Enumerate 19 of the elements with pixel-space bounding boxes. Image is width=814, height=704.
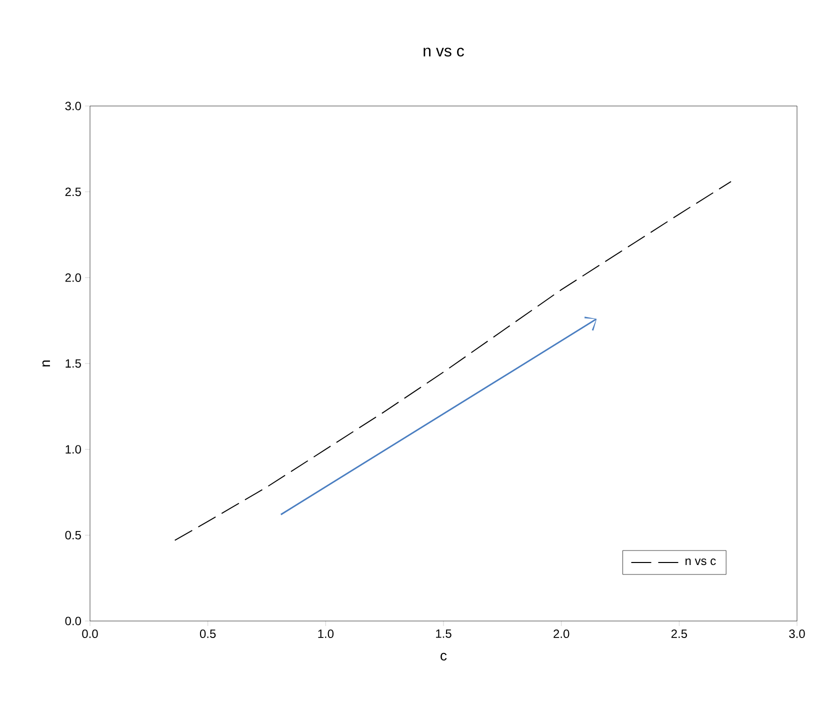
y-tick-label: 0.5 xyxy=(65,530,81,540)
x-tick-label: 2.5 xyxy=(671,630,688,638)
x-tick-label: 1.5 xyxy=(436,630,452,638)
line-series xyxy=(174,181,732,541)
y-tick-label: 1.0 xyxy=(66,445,82,454)
y-tick-label: 0.0 xyxy=(65,616,82,626)
x-tick-label: 0.0 xyxy=(82,630,98,638)
y-tick-label: 1.5 xyxy=(66,359,81,368)
y-tick-label: 2.5 xyxy=(65,188,81,196)
x-tick-label: 2.0 xyxy=(554,630,570,638)
x-tick-label: 1.0 xyxy=(318,630,334,638)
x-axis-title: c xyxy=(440,652,447,661)
chart-title: n vs c xyxy=(424,48,464,56)
y-tick-label: 2.0 xyxy=(65,273,82,282)
y-axis-title: n xyxy=(42,360,50,366)
x-tick-label: 3.0 xyxy=(789,630,805,638)
x-tick-label: 0.5 xyxy=(200,630,216,638)
legend-label: n vs c xyxy=(686,558,716,566)
y-tick-label: 3.0 xyxy=(65,102,82,110)
